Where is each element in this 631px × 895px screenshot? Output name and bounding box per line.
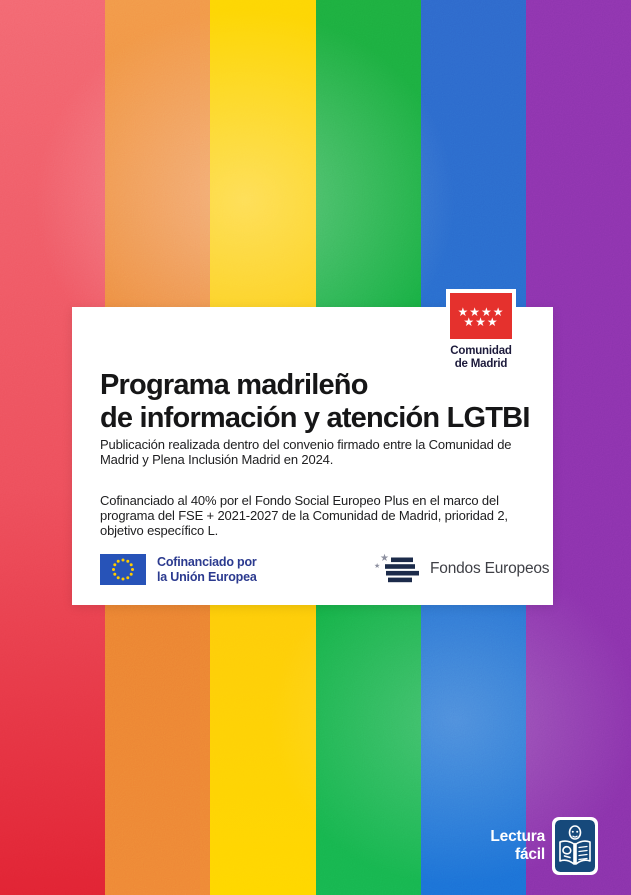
comunidad-madrid-label: Comunidad de Madrid bbox=[450, 345, 512, 370]
fondos-europeos-label: Fondos Europeos bbox=[430, 560, 550, 577]
eu-cofinanced-label: Cofinanciado por la Unión Europea bbox=[157, 555, 257, 584]
publication-note: Publicación realizada dentro del conveni… bbox=[100, 437, 512, 467]
comunidad-madrid-flag-icon: ★★★★ ★★★ bbox=[446, 289, 516, 343]
flag-stars-row: ★★★★ bbox=[457, 304, 505, 319]
flag-stars-row: ★★★ bbox=[463, 314, 499, 329]
comunidad-madrid-logo: ★★★★ ★★★ Comunidad de Madrid bbox=[442, 289, 520, 370]
eu-cofinanced-logo: Cofinanciado por la Unión Europea bbox=[100, 554, 257, 585]
title-line: de información y atención LGTBI bbox=[100, 402, 530, 434]
cofinancing-note: Cofinanciado al 40% por el Fondo Social … bbox=[100, 493, 508, 538]
easy-read-book-icon bbox=[552, 817, 598, 875]
svg-text:★: ★ bbox=[374, 562, 380, 570]
eu-flag-icon bbox=[100, 554, 146, 585]
lectura-facil-label: Lectura fácil bbox=[490, 828, 545, 863]
title-line: Programa madrileño bbox=[100, 369, 368, 401]
info-card: ★★★★ ★★★ Comunidad de Madrid Programa ma… bbox=[72, 289, 553, 605]
fondos-europeos-logo: ★ ★ Fondos Europeos bbox=[374, 550, 550, 588]
fondos-europeos-icon: ★ ★ bbox=[374, 553, 419, 583]
page-title: Programa madrileño de información y aten… bbox=[100, 369, 530, 435]
svg-text:★: ★ bbox=[380, 553, 389, 564]
